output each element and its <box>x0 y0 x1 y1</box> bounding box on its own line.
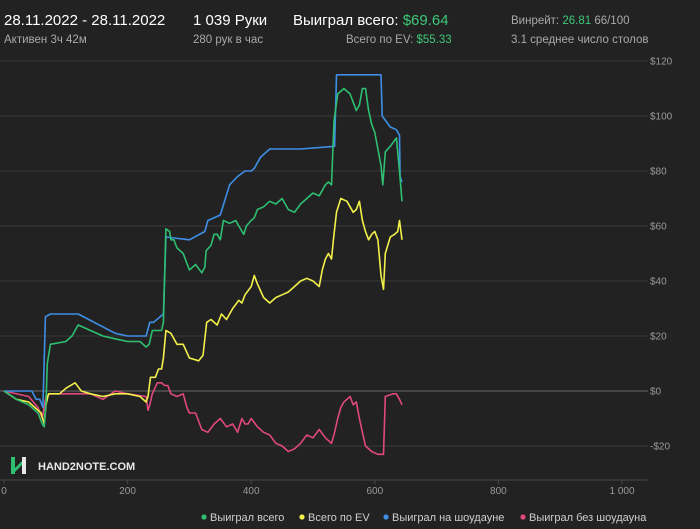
legend-label-non_showdown: Выиграл без шоудауна <box>529 512 647 524</box>
y-tick-label: $40 <box>650 277 667 288</box>
average-tables: 3.1 среднее число столов <box>511 34 649 46</box>
ev-total: Всего по EV: $55.33 <box>346 34 452 46</box>
y-tick-label: $20 <box>650 332 667 343</box>
won-total: Выиграл всего: $69.64 <box>293 12 449 29</box>
y-tick-label: -$20 <box>650 442 670 453</box>
series-line-showdown <box>4 74 403 409</box>
hands-per-hour: 280 рук в час <box>193 34 264 46</box>
x-tick-label: 800 <box>490 486 507 497</box>
legend-marker-showdown <box>383 514 389 520</box>
y-tick-label: $100 <box>650 112 673 123</box>
x-tick-label: 0 <box>1 486 7 497</box>
chart-series <box>3 74 403 456</box>
date-range: 28.11.2022 - 28.11.2022 <box>4 12 166 29</box>
legend-marker-non_showdown <box>520 514 526 520</box>
series-line-non_showdown <box>3 382 403 456</box>
hands-count: 1 039 Руки <box>193 12 268 29</box>
winrate-label: Винрейт: <box>511 15 560 27</box>
active-duration: Активен 3ч 42м <box>4 34 87 46</box>
winrate-value: 26.81 <box>562 15 592 27</box>
won-total-value: $69.64 <box>402 12 449 29</box>
x-tick-label: 1 000 <box>609 486 634 497</box>
legend-marker-ev <box>299 514 305 520</box>
legend-marker-won_total <box>201 514 207 520</box>
series-line-ev <box>3 197 403 425</box>
y-tick-label: $0 <box>650 387 662 398</box>
series-line-won_total <box>3 87 403 428</box>
hand2note-logo: HAND2NOTE.COM <box>11 457 135 474</box>
x-tick-label: 600 <box>366 486 383 497</box>
chart-legend: Выиграл всего Всего по EV Выиграл на шоуда… <box>201 512 647 524</box>
winrate-suffix: 66/100 <box>594 15 630 27</box>
x-axis: 0 200 400 600 800 1 000 <box>0 479 648 497</box>
legend-label-won_total: Выиграл всего <box>210 512 284 524</box>
ev-total-value: $55.33 <box>416 34 452 46</box>
legend-label-ev: Всего по EV <box>308 512 370 524</box>
y-tick-label: $80 <box>650 167 667 178</box>
hand2note-logo-icon <box>11 457 26 474</box>
chart-grid <box>0 60 648 447</box>
y-tick-label: $120 <box>650 57 673 68</box>
won-total-label: Выиграл всего: <box>293 12 399 29</box>
y-axis: -$20 $0 $20 $40 $60 $80 $100 $120 <box>650 57 673 453</box>
hand2note-logo-text: HAND2NOTE.COM <box>38 461 135 473</box>
legend-label-showdown: Выиграл на шоудауне <box>392 512 504 524</box>
y-tick-label: $60 <box>650 222 667 233</box>
winrate: Винрейт: 26.81 66/100 <box>511 15 630 27</box>
x-tick-label: 200 <box>119 486 136 497</box>
ev-total-label: Всего по EV: <box>346 34 414 46</box>
x-tick-label: 400 <box>243 486 260 497</box>
